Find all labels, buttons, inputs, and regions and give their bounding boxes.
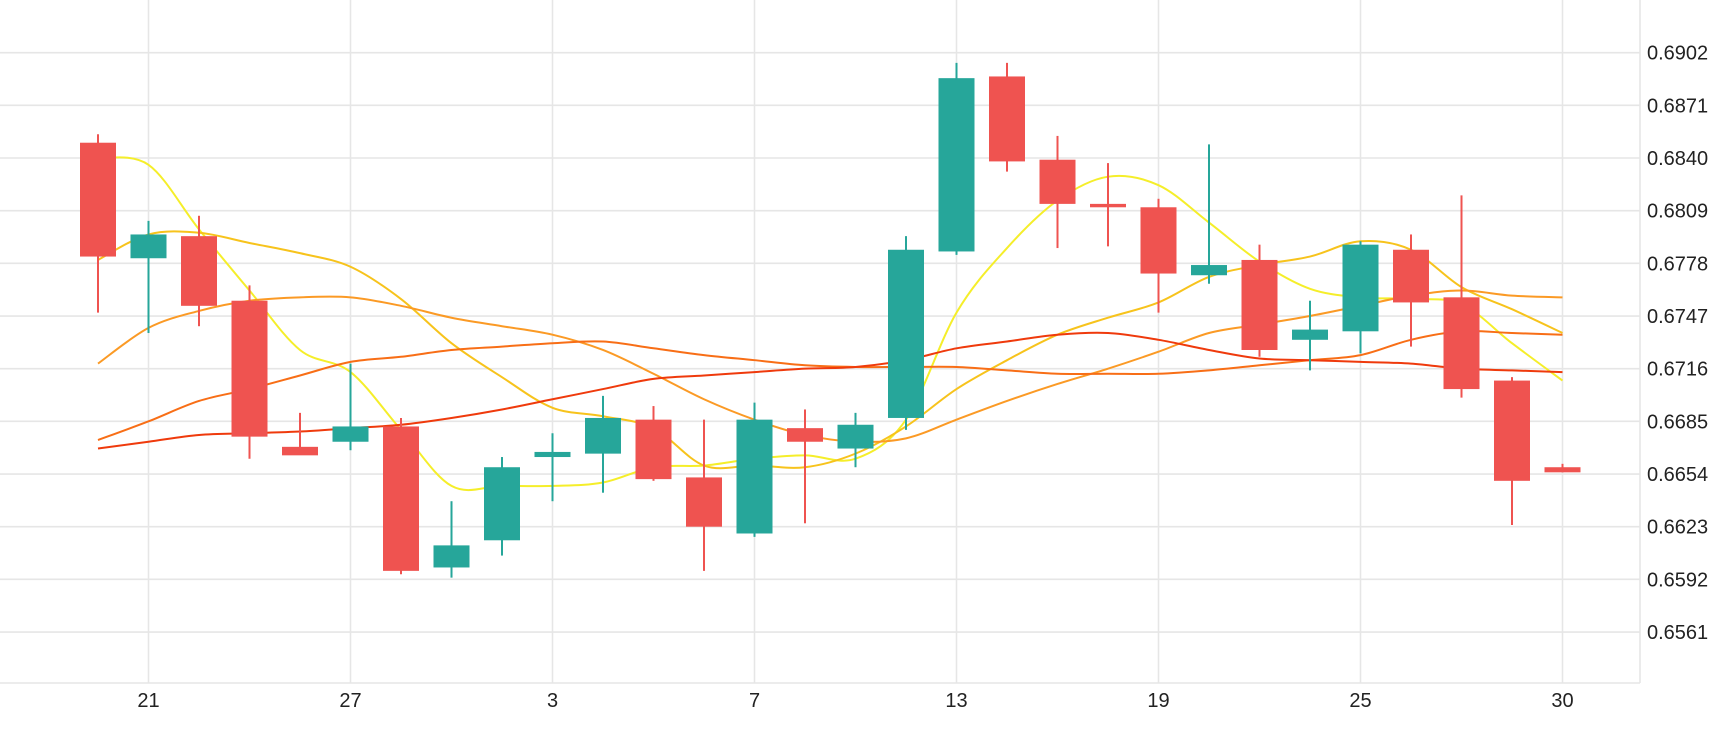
candle-down xyxy=(282,412,318,456)
candle-body xyxy=(585,417,621,454)
y-tick-label: 0.6561 xyxy=(1647,622,1708,644)
candle-up xyxy=(332,363,369,451)
candle-body xyxy=(686,477,722,527)
candle-up xyxy=(938,62,975,255)
y-tick-label: 0.6623 xyxy=(1647,517,1708,539)
candle-up xyxy=(1342,241,1379,354)
candle-body xyxy=(787,428,823,442)
candle-up xyxy=(130,220,167,334)
candle-body xyxy=(635,419,672,480)
candle-down xyxy=(635,406,672,481)
axis-layer: 0.6561 0.6592 0.6623 0.6654 0.6685 0.6716 0.67… xyxy=(137,43,1708,712)
candle-body xyxy=(383,426,419,571)
candle-body xyxy=(1443,297,1480,390)
candle-body xyxy=(282,446,318,456)
y-tick-label: 0.6747 xyxy=(1647,306,1708,328)
x-tick-label: 7 xyxy=(749,690,760,712)
candle-body xyxy=(534,451,571,458)
y-tick-label: 0.6685 xyxy=(1647,411,1708,433)
candle-down xyxy=(1039,135,1076,249)
candle-down xyxy=(989,62,1025,172)
candle-down xyxy=(1393,234,1429,347)
candle-down xyxy=(181,215,217,327)
y-tick-label: 0.6840 xyxy=(1647,148,1708,170)
candle-up xyxy=(888,236,924,430)
x-tick-label: 30 xyxy=(1551,690,1573,712)
candle-up xyxy=(585,395,621,493)
candle-down xyxy=(1140,198,1177,313)
x-tick-label: 13 xyxy=(945,690,967,712)
candle-down xyxy=(1494,377,1530,525)
candle-down xyxy=(787,409,823,524)
moving-average-line-2 xyxy=(97,230,1563,470)
y-tick-label: 0.6716 xyxy=(1647,359,1708,381)
candle-down xyxy=(1544,463,1581,473)
candle-body xyxy=(1140,207,1177,274)
candle-down xyxy=(1443,195,1480,398)
candle-down xyxy=(686,419,722,571)
x-tick-label: 19 xyxy=(1147,690,1169,712)
candle-down xyxy=(1241,244,1278,357)
y-tick-label: 0.6592 xyxy=(1647,569,1708,591)
candle-body xyxy=(1241,259,1278,350)
y-tick-label: 0.6809 xyxy=(1647,201,1708,223)
moving-average-line-3 xyxy=(97,289,1563,443)
candle-body xyxy=(1292,329,1328,340)
candle-layer xyxy=(80,62,1581,578)
candle-up xyxy=(433,501,470,578)
candle-body xyxy=(130,234,167,259)
candle-body xyxy=(433,545,470,568)
candle-up xyxy=(484,457,520,556)
x-tick-label: 21 xyxy=(137,690,159,712)
candle-body xyxy=(1090,203,1126,208)
candle-up xyxy=(1292,300,1328,371)
moving-average-line-4 xyxy=(97,330,1563,441)
y-tick-label: 0.6654 xyxy=(1647,464,1708,486)
candle-body xyxy=(1342,244,1379,332)
x-tick-label: 27 xyxy=(339,690,361,712)
candle-body xyxy=(1039,159,1076,204)
y-tick-label: 0.6871 xyxy=(1647,95,1708,117)
candle-body xyxy=(736,419,773,534)
candle-body xyxy=(1494,380,1530,481)
candle-body xyxy=(888,249,924,418)
y-tick-label: 0.6902 xyxy=(1647,43,1708,65)
candle-body xyxy=(231,300,268,437)
candle-down xyxy=(231,285,268,459)
candle-body xyxy=(1191,265,1227,276)
candle-body xyxy=(1544,467,1581,473)
candle-up xyxy=(1191,144,1227,284)
candle-down xyxy=(80,134,116,313)
candle-body xyxy=(181,236,217,306)
moving-average-line-5 xyxy=(97,331,1563,450)
candle-down xyxy=(383,417,419,575)
x-tick-label: 3 xyxy=(547,690,558,712)
candle-up xyxy=(837,412,874,468)
y-tick-label: 0.6778 xyxy=(1647,253,1708,275)
candle-body xyxy=(938,78,975,252)
candle-body xyxy=(80,142,116,257)
x-tick-label: 25 xyxy=(1349,690,1371,712)
candle-down xyxy=(1090,163,1126,247)
candle-body xyxy=(837,424,874,449)
candle-body xyxy=(484,467,520,541)
candle-up xyxy=(736,402,773,537)
candle-body xyxy=(989,76,1025,162)
candle-body xyxy=(332,426,369,442)
candle-body xyxy=(1393,249,1429,303)
candle-up xyxy=(534,433,571,502)
